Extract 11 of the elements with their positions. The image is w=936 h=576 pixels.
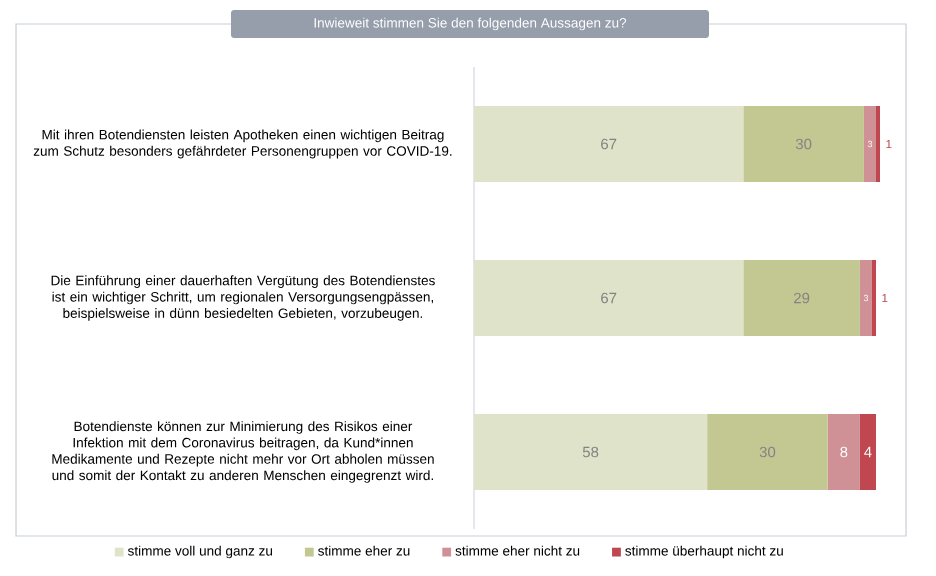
bar [743, 106, 864, 183]
bar [743, 260, 860, 337]
bar [863, 106, 876, 183]
bar [859, 414, 876, 491]
bar [474, 106, 744, 183]
bar [859, 260, 872, 337]
bar [875, 106, 881, 183]
bar [827, 414, 860, 491]
bar [474, 260, 744, 337]
bar [474, 414, 708, 491]
bar [707, 414, 828, 491]
